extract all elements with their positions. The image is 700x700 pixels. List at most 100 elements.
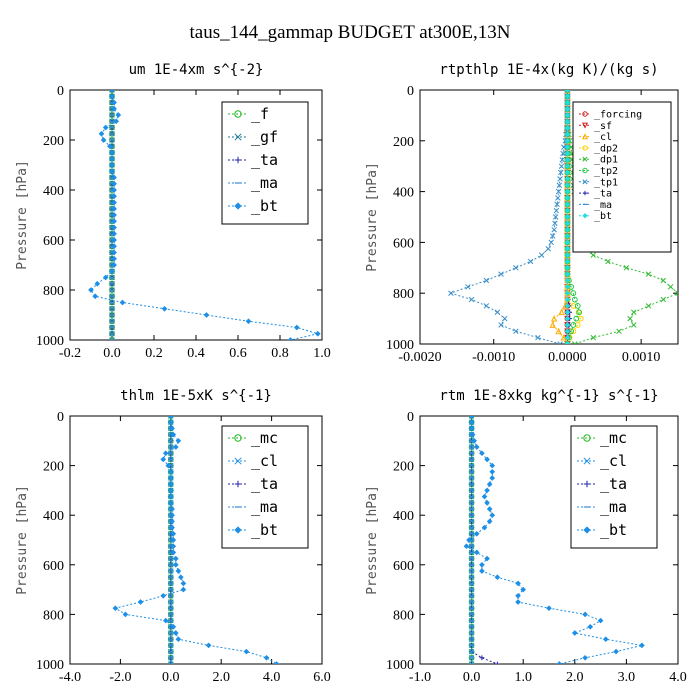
panel-2: rtpthlp 1E-4x(kg K)/(kg s) Pressure [hPa]… bbox=[365, 62, 679, 365]
y-tick-label: 600 bbox=[393, 559, 414, 574]
legend-label: _ma bbox=[251, 498, 278, 516]
y-tick-label: 400 bbox=[393, 509, 414, 524]
panel-title: thlm 1E-5xK s^{-1} bbox=[120, 388, 272, 404]
x-tick-label: 0.0 bbox=[103, 346, 121, 361]
x-tick-label: 0.0 bbox=[162, 670, 180, 685]
x-tick-label: 1.0 bbox=[514, 670, 532, 685]
x-tick-label: 1.0 bbox=[313, 346, 331, 361]
y-tick-label: 200 bbox=[393, 135, 414, 150]
x-tick-label: -1.0 bbox=[409, 670, 431, 685]
y-tick-label: 0 bbox=[407, 410, 414, 425]
legend-label: _f bbox=[251, 105, 269, 123]
y-tick-label: 1000 bbox=[36, 334, 64, 349]
legend-label: _bt bbox=[251, 197, 278, 215]
series-markers-bt bbox=[112, 416, 280, 664]
x-tick-label: 0.4 bbox=[187, 346, 205, 361]
y-tick-label: 400 bbox=[43, 184, 64, 199]
legend-label: _ta bbox=[600, 475, 627, 493]
legend-label: _ma bbox=[251, 174, 278, 192]
x-tick-label: 4.0 bbox=[669, 670, 687, 685]
y-tick-label: 0 bbox=[407, 84, 414, 99]
x-tick-label: 0.0 bbox=[463, 670, 481, 685]
legend-label: _bt bbox=[251, 521, 278, 539]
legend-box bbox=[221, 425, 309, 549]
x-tick-label: 2.0 bbox=[212, 670, 230, 685]
y-tick-label: 200 bbox=[43, 460, 64, 475]
y-tick-label: 800 bbox=[43, 284, 64, 299]
y-tick-label: 0 bbox=[57, 84, 64, 99]
y-tick-label: 1000 bbox=[386, 338, 414, 353]
y-axis-label: Pressure [hPa] bbox=[365, 485, 380, 595]
x-tick-label: 4.0 bbox=[263, 670, 281, 685]
legend-label: _cl bbox=[594, 132, 612, 143]
legend-label: _cl bbox=[600, 452, 627, 470]
y-tick-label: 600 bbox=[43, 234, 64, 249]
legend-box bbox=[570, 425, 658, 549]
y-tick-label: 1000 bbox=[36, 658, 64, 673]
y-tick-label: 1000 bbox=[386, 658, 414, 673]
legend-label: _tp2 bbox=[594, 166, 618, 177]
x-tick-label: -4.0 bbox=[59, 670, 81, 685]
x-tick-label: 0.0000 bbox=[548, 350, 587, 365]
legend: _mc _cl _ta _ma _bt bbox=[221, 425, 309, 549]
legend: _mc _cl _ta _ma _bt bbox=[570, 425, 658, 549]
legend-box bbox=[221, 101, 309, 225]
y-axis-label: Pressure [hPa] bbox=[365, 162, 380, 272]
y-tick-label: 800 bbox=[43, 608, 64, 623]
legend-box bbox=[572, 101, 672, 253]
legend-label: _bt bbox=[594, 211, 612, 222]
legend-label: _mc bbox=[600, 429, 627, 447]
y-axis-label: Pressure [hPa] bbox=[15, 160, 30, 270]
y-tick-label: 200 bbox=[393, 460, 414, 475]
series-markers-bt bbox=[564, 90, 571, 344]
series-group bbox=[112, 416, 280, 664]
series-line-tp1 bbox=[449, 90, 568, 344]
legend: _f _gf _ta _ma _bt bbox=[221, 101, 309, 225]
panel-4: rtm 1E-8xkg kg^{-1} s^{-1} Pressure [hPa]… bbox=[365, 388, 687, 685]
legend-label: _dp2 bbox=[594, 143, 618, 154]
legend-label: _ta bbox=[594, 189, 612, 200]
panel-title: rtm 1E-8xkg kg^{-1} s^{-1} bbox=[439, 388, 658, 404]
series-line-bt bbox=[465, 416, 642, 664]
series-group bbox=[463, 416, 645, 664]
legend-label: _dp1 bbox=[594, 155, 618, 166]
panel-1: um 1E-4xm s^{-2} Pressure [hPa] 0 200 400 600… bbox=[15, 62, 331, 361]
y-tick-label: 0 bbox=[57, 410, 64, 425]
panel-title: um 1E-4xm s^{-2} bbox=[129, 62, 264, 78]
y-tick-label: 200 bbox=[43, 134, 64, 149]
legend-label: _ma bbox=[594, 200, 612, 211]
x-tick-label: 3.0 bbox=[618, 670, 636, 685]
plot-frame bbox=[419, 89, 679, 345]
x-tick-label: -0.2 bbox=[59, 346, 81, 361]
series-markers-bt bbox=[463, 416, 645, 664]
series-markers-bt bbox=[88, 90, 321, 340]
legend-label: _sf bbox=[594, 121, 612, 132]
panel-title: rtpthlp 1E-4x(kg K)/(kg s) bbox=[439, 62, 658, 78]
figure-title: taus_144_gammap BUDGET at300E,13N bbox=[189, 22, 510, 43]
legend-label: _ta bbox=[251, 151, 278, 169]
x-tick-label: 2.0 bbox=[566, 670, 584, 685]
legend-label: _cl bbox=[251, 452, 278, 470]
legend-label: _forcing bbox=[594, 110, 642, 121]
x-tick-label: 6.0 bbox=[313, 670, 331, 685]
x-tick-label: -0.0010 bbox=[472, 350, 515, 365]
legend-label: _gf bbox=[251, 128, 278, 146]
series-markers-tp1 bbox=[448, 90, 571, 344]
series-group bbox=[88, 90, 321, 340]
x-tick-label: 0.2 bbox=[145, 346, 163, 361]
y-tick-label: 600 bbox=[393, 236, 414, 251]
y-tick-label: 600 bbox=[43, 559, 64, 574]
legend-label: _ma bbox=[600, 498, 627, 516]
legend-label: _bt bbox=[600, 521, 627, 539]
x-tick-label: 0.8 bbox=[271, 346, 289, 361]
plot-frame bbox=[69, 415, 323, 665]
legend-label: _ta bbox=[251, 475, 278, 493]
x-tick-label: -0.0020 bbox=[398, 350, 441, 365]
x-tick-label: 0.6 bbox=[229, 346, 247, 361]
y-tick-label: 400 bbox=[43, 509, 64, 524]
y-tick-label: 800 bbox=[393, 608, 414, 623]
x-tick-label: -2.0 bbox=[109, 670, 131, 685]
panel-3: thlm 1E-5xK s^{-1} Pressure [hPa] 0 200 400 6… bbox=[15, 388, 331, 685]
x-tick-label: 0.0010 bbox=[622, 350, 661, 365]
